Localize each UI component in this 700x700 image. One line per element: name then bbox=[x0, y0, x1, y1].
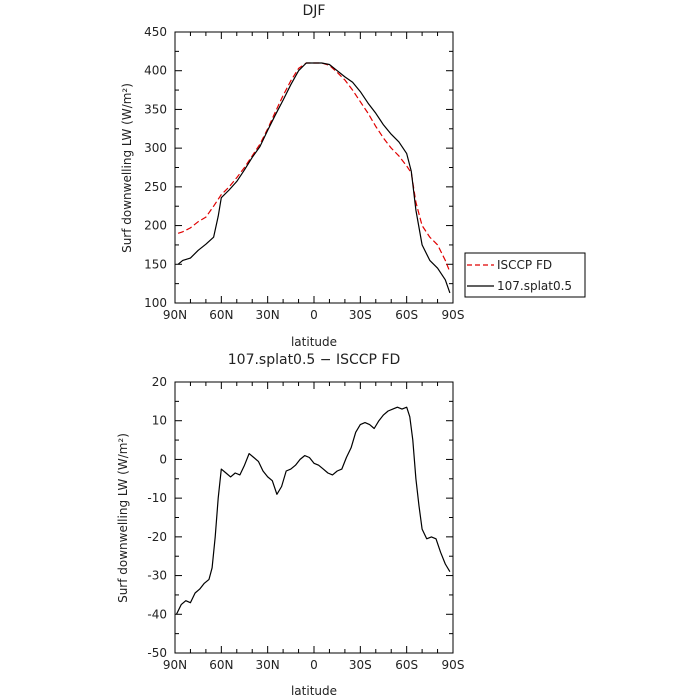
top-ylabel: Surf downwelling LW (W/m²) bbox=[120, 83, 134, 253]
top-series-line-107-splat0-5 bbox=[177, 62, 451, 294]
bottom-xlabel: latitude bbox=[291, 684, 337, 698]
top-ytick-label: 150 bbox=[144, 257, 167, 271]
top-series bbox=[177, 62, 451, 294]
top-ytick-label: 400 bbox=[144, 64, 167, 78]
bottom-ylabel: Surf downwelling LW (W/m²) bbox=[116, 433, 130, 603]
bottom-ytick-label: -20 bbox=[147, 530, 167, 544]
bottom-title: 107.splat0.5 − ISCCP FD bbox=[228, 352, 401, 368]
bottom-series-line-0 bbox=[175, 406, 451, 615]
top-xtick-label: 90N bbox=[163, 308, 187, 322]
top-xtick-label: 30S bbox=[349, 308, 372, 322]
top-xtick-label: 90S bbox=[442, 308, 465, 322]
top-xtick-label: 0 bbox=[310, 308, 318, 322]
bottom-xtick-label: 90N bbox=[163, 658, 187, 672]
top-ytick-label: 350 bbox=[144, 102, 167, 116]
top-xtick-label: 30N bbox=[256, 308, 280, 322]
bottom-ytick-label: -40 bbox=[147, 607, 167, 621]
bottom-ticks: -50 -40 -30 -20 -10 0 10 20 90N 60N 30N 0 30S 60S 90S bbox=[147, 375, 464, 672]
top-ytick-label: 100 bbox=[144, 296, 167, 310]
top-series-line-isccp-fd bbox=[177, 62, 451, 273]
top-ytick-label: 250 bbox=[144, 180, 167, 194]
top-ticks: 100 150 200 250 300 350 400 450 90N 60N 30N 0 30S 60S… bbox=[144, 25, 464, 322]
legend: ISCCP FD 107.splat0.5 bbox=[464, 252, 586, 298]
top-ytick-label: 300 bbox=[144, 141, 167, 155]
bottom-ytick-label: -30 bbox=[147, 569, 167, 583]
bottom-xtick-label: 30N bbox=[256, 658, 280, 672]
legend-label-splat: 107.splat0.5 bbox=[497, 279, 572, 293]
bottom-series bbox=[175, 406, 451, 615]
bottom-xtick-label: 0 bbox=[310, 658, 318, 672]
bottom-xtick-label: 90S bbox=[442, 658, 465, 672]
bottom-ytick-label: 0 bbox=[159, 452, 167, 466]
bottom-ytick-label: -10 bbox=[147, 491, 167, 505]
top-plot-frame bbox=[174, 31, 454, 304]
bottom-ytick-label: 20 bbox=[152, 375, 167, 389]
bottom-xtick-label: 60S bbox=[395, 658, 418, 672]
bottom-panel: 107.splat0.5 − ISCCP FD -50 -40 -30 -20 -10 0… bbox=[116, 352, 464, 698]
bottom-xtick-label: 60N bbox=[209, 658, 233, 672]
top-title: DJF bbox=[303, 3, 326, 19]
top-ytick-label: 200 bbox=[144, 219, 167, 233]
legend-box bbox=[464, 252, 586, 298]
top-panel: DJF 100 150 200 250 300 350 400 450 90N 60N 30N 0 30… bbox=[120, 3, 586, 349]
bottom-ytick-label: -50 bbox=[147, 646, 167, 660]
top-xtick-label: 60N bbox=[209, 308, 233, 322]
bottom-ytick-label: 10 bbox=[152, 414, 167, 428]
top-xlabel: latitude bbox=[291, 335, 337, 349]
bottom-xtick-label: 30S bbox=[349, 658, 372, 672]
top-xtick-label: 60S bbox=[395, 308, 418, 322]
top-ytick-label: 450 bbox=[144, 25, 167, 39]
legend-label-isccp: ISCCP FD bbox=[497, 258, 552, 272]
